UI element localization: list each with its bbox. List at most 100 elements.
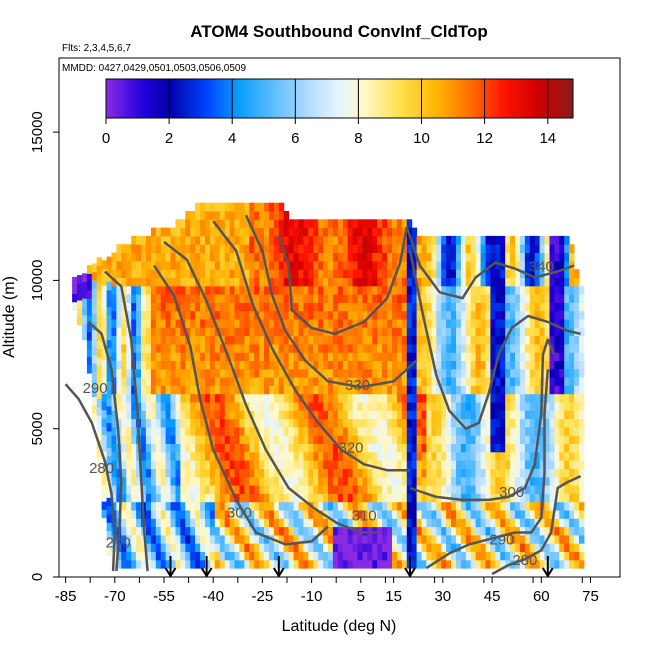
heatmap-cell <box>165 335 171 345</box>
heatmap-cell <box>205 269 211 278</box>
heatmap-cell <box>145 310 152 320</box>
heatmap-cell <box>219 518 226 528</box>
heatmap-cell <box>367 252 373 262</box>
heatmap-cell <box>396 410 403 420</box>
heatmap-cell <box>446 235 452 245</box>
heatmap-cell <box>190 451 196 461</box>
heatmap-cell <box>136 543 142 552</box>
heatmap-cell <box>524 468 531 478</box>
heatmap-cell <box>264 518 270 528</box>
heatmap-cell <box>534 310 541 320</box>
colorbar-segment <box>442 79 446 118</box>
heatmap-cell <box>264 460 270 469</box>
heatmap-cell <box>106 381 112 390</box>
colorbar-segment <box>513 79 518 118</box>
heatmap-cell <box>342 277 349 287</box>
heatmap-cell <box>313 285 319 295</box>
heatmap-cell <box>313 468 319 478</box>
heatmap-cell <box>367 343 373 353</box>
heatmap-cell <box>549 402 555 411</box>
heatmap-cell <box>382 377 388 386</box>
heatmap-cell <box>224 443 231 453</box>
heatmap-cell <box>308 327 314 337</box>
heatmap-cell <box>416 302 422 312</box>
heatmap-cell <box>111 269 117 278</box>
heatmap-cell <box>451 360 457 370</box>
heatmap-cell <box>392 518 398 528</box>
heatmap-cell <box>269 202 275 212</box>
heatmap-cell <box>86 315 93 324</box>
heatmap-cell <box>515 559 521 569</box>
heatmap-cell <box>244 493 250 503</box>
heatmap-cell <box>278 559 285 569</box>
heatmap-cell <box>529 518 536 528</box>
heatmap-cell <box>175 310 181 320</box>
heatmap-cell <box>337 277 344 287</box>
heatmap-cell <box>401 327 408 337</box>
heatmap-cell <box>155 319 162 328</box>
heatmap-cell <box>195 518 201 528</box>
heatmap-cell <box>239 526 245 536</box>
heatmap-cell <box>328 460 334 469</box>
heatmap-cell <box>224 468 231 478</box>
heatmap-cell <box>490 410 496 420</box>
heatmap-cell <box>165 227 171 237</box>
heatmap-cell <box>431 551 437 561</box>
heatmap-cell <box>470 269 477 278</box>
heatmap-cell <box>249 385 255 395</box>
heatmap-cell <box>254 493 260 503</box>
heatmap-cell <box>544 501 550 511</box>
heatmap-cell <box>175 294 181 303</box>
heatmap-cell <box>342 518 349 528</box>
heatmap-cell <box>214 393 221 403</box>
heatmap-cell <box>475 435 481 444</box>
heatmap-cell <box>298 526 304 536</box>
colorbar-segment <box>454 79 459 118</box>
heatmap-cell <box>495 285 501 295</box>
heatmap-cell <box>564 534 570 544</box>
heatmap-cell <box>209 493 216 503</box>
heatmap-cell <box>519 260 526 270</box>
heatmap-cell <box>406 285 413 295</box>
colorbar-segment <box>286 79 291 118</box>
heatmap-cell <box>244 418 250 428</box>
heatmap-cell <box>214 468 221 478</box>
heatmap-cell <box>323 252 329 262</box>
heatmap-cell <box>224 269 231 278</box>
colorbar-segment <box>476 79 480 118</box>
heatmap-cell <box>401 260 408 270</box>
heatmap-cell <box>431 410 437 420</box>
heatmap-cell <box>421 543 427 552</box>
heatmap-cell <box>126 402 132 411</box>
heatmap-cell <box>175 410 181 420</box>
heatmap-cell <box>515 485 521 494</box>
heatmap-cell <box>426 493 432 503</box>
heatmap-cell <box>569 335 575 345</box>
heatmap-cell <box>426 377 432 386</box>
heatmap-cell <box>170 476 176 486</box>
heatmap-cell <box>323 360 329 370</box>
heatmap-cell <box>569 501 575 511</box>
heatmap-cell <box>485 335 491 345</box>
heatmap-cell <box>342 418 349 428</box>
heatmap-cell <box>96 365 103 374</box>
flight-arrow-head <box>541 567 554 578</box>
heatmap-cell <box>303 501 309 511</box>
heatmap-cell <box>436 518 442 528</box>
heatmap-cell <box>426 402 432 411</box>
heatmap-cell <box>318 360 324 370</box>
heatmap-cell <box>485 410 491 420</box>
heatmap-cell <box>337 302 344 312</box>
heatmap-cell <box>214 302 221 312</box>
heatmap-cell <box>441 501 447 511</box>
heatmap-cell <box>96 406 103 416</box>
heatmap-cell <box>480 327 486 337</box>
heatmap-cell <box>288 543 294 552</box>
heatmap-cell <box>111 368 117 378</box>
heatmap-cell <box>362 551 368 561</box>
heatmap-cell <box>293 368 299 378</box>
heatmap-cell <box>480 460 486 469</box>
heatmap-cell <box>170 343 176 353</box>
heatmap-cell <box>332 285 339 295</box>
heatmap-cell <box>549 327 555 337</box>
